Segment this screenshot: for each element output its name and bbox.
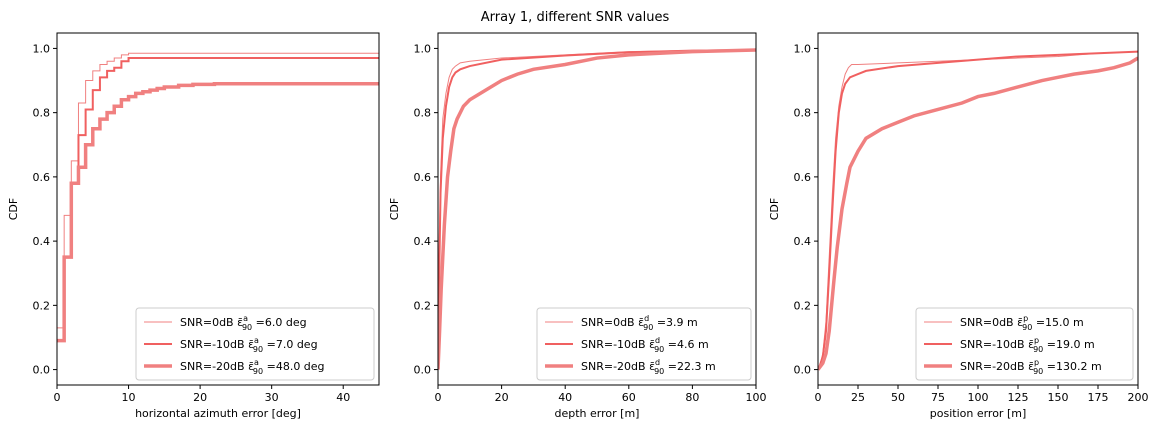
legend-box	[536, 307, 752, 381]
y-tick-label: 0.8	[794, 107, 812, 120]
x-tick-label: 175	[1088, 391, 1109, 404]
x-tick-label: 60	[622, 391, 636, 404]
x-tick-label: 0	[435, 391, 442, 404]
y-tick-label: 1.0	[33, 42, 51, 55]
y-tick-label: 0.6	[794, 171, 812, 184]
x-tick-label: 100	[968, 391, 989, 404]
x-axis-label: position error [m]	[930, 407, 1027, 420]
y-axis-label: CDF	[7, 198, 20, 220]
x-tick-label: 75	[931, 391, 945, 404]
x-tick-label: 25	[851, 391, 865, 404]
series-line-1	[57, 52, 379, 329]
chart-panels: 0 10 20 30 40 0.0 0.2 0.4 0.6 0.8 1.0 horizontal az…	[7, 32, 1149, 420]
y-tick-label: 0.2	[794, 299, 812, 312]
chart-panel-3: 0 25 50 75 100 125 150 175 200 0.0 0.2 0.4 0.6 0.8 1.0…	[768, 32, 1149, 420]
legend-entry: SNR=-10dB ε̄d 90 =4.6 m	[581, 336, 709, 354]
legend: SNR=0dB ε̄a 90 =6.0 deg SNR=-10dB ε̄a 90 =7…	[135, 307, 375, 381]
legend: SNR=0dB ε̄p 90 =15.0 m SNR=-10dB ε̄p 90 =19…	[915, 307, 1134, 381]
x-tick-label: 10	[122, 391, 136, 404]
x-tick-label: 20	[193, 391, 207, 404]
series-line-3	[57, 81, 379, 343]
plot-frame	[56, 32, 380, 386]
x-tick-label: 80	[685, 391, 699, 404]
plot-frame	[437, 32, 757, 386]
y-tick-label: 0.2	[414, 299, 432, 312]
series-line-3	[818, 56, 1138, 371]
series-line-2	[57, 57, 379, 342]
y-tick-label: 0.0	[794, 364, 812, 377]
x-axis-label: horizontal azimuth error [deg]	[135, 407, 301, 420]
y-tick-label: 0.6	[33, 171, 51, 184]
y-tick-label: 0.6	[414, 171, 432, 184]
legend-box	[135, 307, 375, 381]
x-tick-label: 40	[336, 391, 350, 404]
legend-entry: SNR=-20dB ε̄d 90 =22.3 m	[581, 358, 716, 376]
y-tick-label: 0.0	[414, 364, 432, 377]
series-line-3	[438, 48, 756, 370]
legend-entry: SNR=-10dB ε̄p 90 =19.0 m	[960, 336, 1095, 354]
x-tick-label: 0	[54, 391, 61, 404]
legend-box	[915, 307, 1134, 381]
y-tick-label: 1.0	[414, 42, 432, 55]
legend-entry: SNR=0dB ε̄d 90 =3.9 m	[581, 314, 698, 332]
y-tick-label: 0.4	[414, 235, 432, 248]
x-tick-label: 20	[495, 391, 509, 404]
series-line-2	[438, 49, 756, 370]
legend-entry: SNR=-10dB ε̄a 90 =7.0 deg	[180, 336, 318, 354]
legend: SNR=0dB ε̄d 90 =3.9 m SNR=-10dB ε̄d 90 =4.6…	[536, 307, 752, 381]
y-axis-label: CDF	[768, 198, 781, 220]
x-tick-label: 50	[891, 391, 905, 404]
series-line-2	[818, 50, 1138, 371]
y-tick-label: 0.4	[33, 235, 51, 248]
x-tick-label: 30	[265, 391, 279, 404]
chart-panel-2: 0 20 40 60 80 100 0.0 0.2 0.4 0.6 0.8 1.0 depth erro…	[388, 32, 767, 420]
x-axis-label: depth error [m]	[555, 407, 640, 420]
x-tick-label: 40	[558, 391, 572, 404]
legend-entry: SNR=0dB ε̄a 90 =6.0 deg	[180, 314, 307, 332]
y-tick-label: 1.0	[794, 42, 812, 55]
figure-title: Array 1, different SNR values	[481, 10, 670, 25]
x-tick-label: 0	[815, 391, 822, 404]
legend-entry: SNR=-20dB ε̄a 90 =48.0 deg	[180, 358, 325, 376]
chart-panel-1: 0 10 20 30 40 0.0 0.2 0.4 0.6 0.8 1.0 horizontal az…	[7, 32, 380, 420]
y-axis-label: CDF	[388, 198, 401, 220]
x-tick-label: 150	[1048, 391, 1069, 404]
x-tick-label: 125	[1008, 391, 1029, 404]
legend-entry: SNR=-20dB ε̄p 90 =130.2 m	[960, 358, 1102, 376]
y-tick-label: 0.8	[414, 107, 432, 120]
y-tick-label: 0.4	[794, 235, 812, 248]
y-tick-label: 0.8	[33, 107, 51, 120]
y-tick-label: 0.0	[33, 364, 51, 377]
x-tick-label: 200	[1128, 391, 1149, 404]
legend-entry: SNR=0dB ε̄p 90 =15.0 m	[960, 314, 1084, 332]
x-tick-label: 100	[746, 391, 767, 404]
y-tick-label: 0.2	[33, 299, 51, 312]
